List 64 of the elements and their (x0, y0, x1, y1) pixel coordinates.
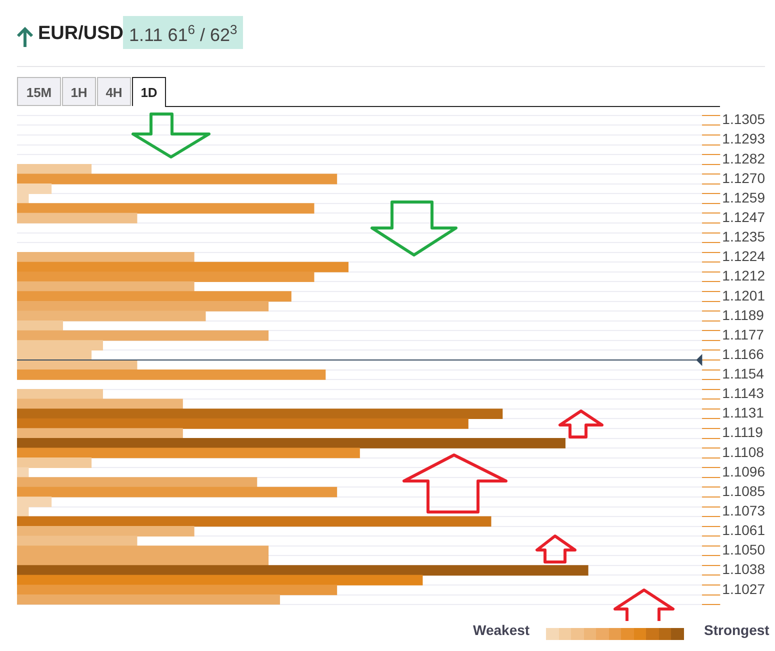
bar (17, 272, 314, 282)
y-tick-label: 1.1177 (722, 326, 764, 342)
text: 1D (132, 77, 166, 106)
y-tick-label: 1.1270 (722, 170, 766, 186)
bar (17, 448, 360, 458)
bar (17, 164, 92, 174)
y-tick-label: 1.1201 (722, 287, 766, 304)
text: 1H (62, 77, 96, 106)
y-tick-label: 1.1096 (722, 463, 766, 480)
bar (17, 398, 183, 410)
bar (17, 536, 138, 546)
y-tick-label: 1.1085 (722, 482, 766, 499)
bar (17, 291, 292, 302)
y-tick-label: 1.1305 (722, 111, 766, 128)
bar (17, 252, 194, 262)
bar (17, 438, 566, 448)
bar (17, 369, 326, 380)
y-tick-label: 1.1027 (722, 580, 766, 597)
bar (17, 477, 258, 488)
bar (17, 212, 138, 224)
y-tick-label: 1.1224 (722, 248, 766, 264)
bar (17, 418, 468, 429)
text: Weakest (473, 622, 530, 638)
bar (17, 330, 269, 341)
bar (17, 428, 183, 439)
y-tick-label: 1.1189 (722, 306, 764, 323)
y-tick-label: 1.1050 (722, 542, 766, 558)
y-tick-label: 1.1235 (722, 228, 766, 245)
text: Strongest (704, 622, 770, 638)
y-tick-label: 1.1119 (722, 424, 764, 440)
y-tick-label: 1.1143 (722, 385, 764, 402)
y-tick-label: 1.1061 (722, 522, 766, 538)
text: 4H (97, 77, 131, 106)
y-tick-label: 1.1108 (722, 444, 764, 460)
bar (17, 389, 103, 400)
y-tick-label: 1.1247 (722, 208, 766, 225)
y-tick-label: 1.1259 (722, 189, 766, 206)
bar (17, 320, 64, 331)
bar (17, 584, 338, 596)
bar (17, 203, 314, 214)
bar (17, 458, 92, 468)
bar (17, 526, 194, 536)
bar (17, 594, 280, 605)
bar (17, 408, 503, 420)
y-tick-label: 1.1166 (722, 346, 764, 362)
y-tick-label: 1.1212 (722, 268, 766, 284)
bar (17, 516, 492, 527)
y-tick-label: 1.1073 (722, 502, 766, 519)
y-tick-label: 1.1154 (722, 366, 764, 382)
y-tick-label: 1.1293 (722, 130, 766, 147)
y-tick-label: 1.1038 (722, 561, 766, 578)
text: 15M (17, 77, 61, 106)
bar (17, 486, 338, 498)
bar (17, 262, 348, 272)
bar (17, 565, 588, 576)
chart-title: EUR/USD (38, 23, 124, 45)
bar (17, 174, 338, 184)
chart-subtitle: 1.11 61$^{6}$ / 62$^{3}$ (123, 16, 244, 49)
bar (17, 574, 423, 586)
bar (17, 310, 206, 322)
y-tick-label: 1.1282 (722, 150, 766, 166)
bar (17, 281, 194, 292)
bar (17, 300, 269, 312)
y-tick-label: 1.1131 (722, 404, 764, 421)
